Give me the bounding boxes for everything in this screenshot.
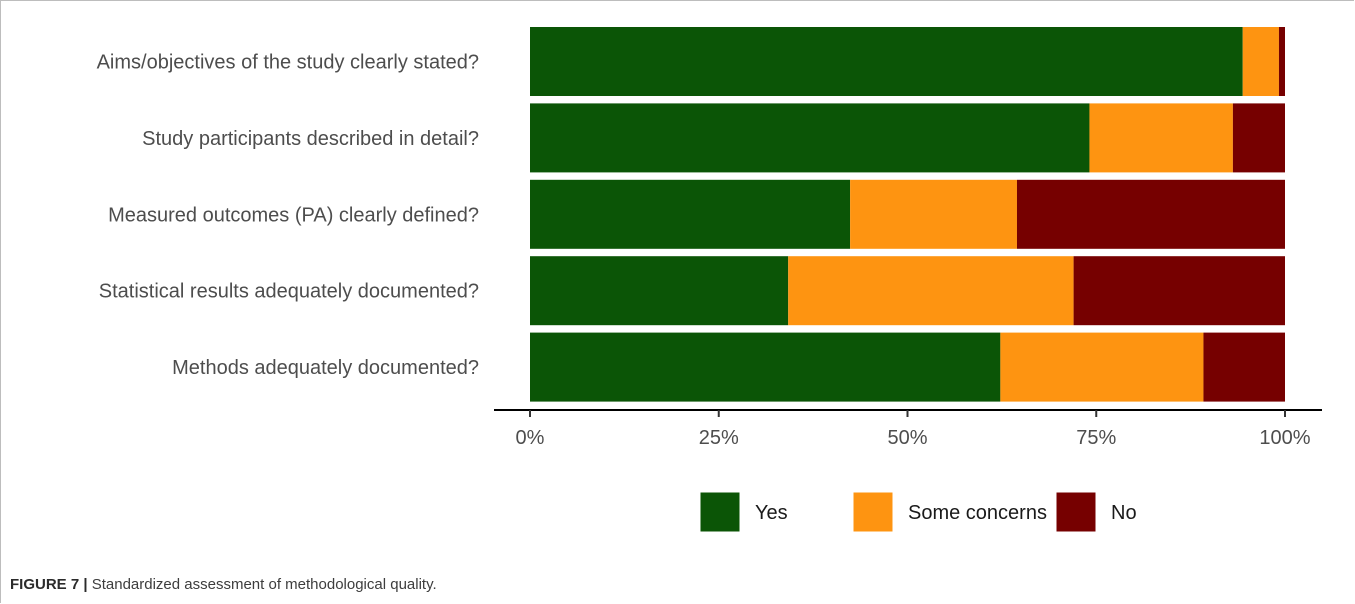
category-label: Methods adequately documented? [172, 357, 479, 379]
bar-segment-some-concerns [850, 179, 1017, 249]
category-label: Aims/objectives of the study clearly sta… [97, 52, 479, 74]
bar-segment-no [1073, 256, 1285, 326]
figure-caption-text: Standardized assessment of methodologica… [91, 576, 437, 593]
x-tick-label: 50% [887, 427, 927, 449]
bar-segment-no [1278, 27, 1285, 96]
stacked-bar-chart: Aims/objectives of the study clearly sta… [97, 27, 1322, 533]
x-tick-label: 0% [516, 427, 545, 449]
figure-label: FIGURE 7 | [10, 576, 88, 593]
bars-layer [530, 27, 1285, 402]
bar-segment-no [1232, 103, 1285, 173]
legend-label: Some concerns [908, 502, 1047, 524]
bar-segment-some-concerns [1242, 27, 1279, 96]
category-label: Measured outcomes (PA) clearly defined? [108, 204, 479, 226]
legend: Yes Some concerns No [699, 491, 1137, 533]
legend-key-no [1055, 491, 1097, 533]
bar-segment-yes [530, 256, 789, 326]
legend-label: Yes [755, 502, 788, 524]
x-axis-ticks: 0% 25% 50% 75% 100% [516, 410, 1311, 449]
bar-segment-some-concerns [1000, 332, 1204, 402]
bar-segment-no [1016, 179, 1285, 249]
category-label: Statistical results adequately documente… [99, 281, 479, 303]
bar-segment-yes [530, 27, 1243, 96]
bar-segment-yes [530, 103, 1090, 173]
x-tick-label: 100% [1259, 427, 1310, 449]
bar-segment-some-concerns [1089, 103, 1233, 173]
bar-segment-no [1203, 332, 1285, 402]
bar-segment-yes [530, 179, 851, 249]
figure-caption: FIGURE 7 | Standardized assessment of me… [10, 576, 437, 593]
legend-key-yes [699, 491, 741, 533]
bar-segment-some-concerns [788, 256, 1074, 326]
category-label: Study participants described in detail? [142, 128, 479, 150]
bar-segment-yes [530, 332, 1001, 402]
category-labels: Aims/objectives of the study clearly sta… [97, 52, 479, 380]
x-tick-label: 75% [1076, 427, 1116, 449]
legend-key-some-concerns [852, 491, 894, 533]
x-tick-label: 25% [699, 427, 739, 449]
legend-label: No [1111, 502, 1137, 524]
